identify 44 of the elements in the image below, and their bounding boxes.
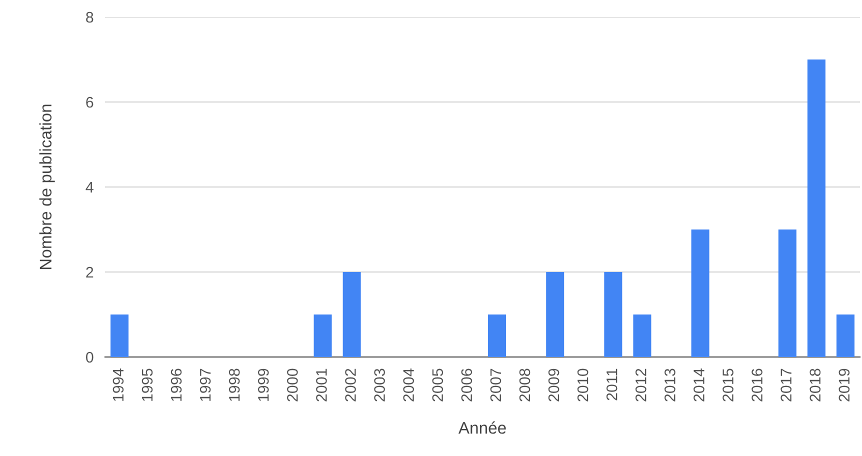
bar xyxy=(691,230,710,357)
bar xyxy=(604,272,622,357)
bar xyxy=(836,314,854,357)
x-tick-label: 2014 xyxy=(694,368,704,402)
x-tick-label: 2013 xyxy=(664,368,676,402)
bar xyxy=(110,314,129,357)
bar xyxy=(342,272,361,357)
bar xyxy=(807,60,826,357)
x-tick-label: 1994 xyxy=(112,368,124,401)
x-tick-label: 2002 xyxy=(345,368,356,402)
x-tick-label: 2015 xyxy=(722,368,734,402)
x-tick-label: 1999 xyxy=(258,368,269,401)
x-tick-label: 2017 xyxy=(780,368,792,402)
x-tick-label: 2004 xyxy=(403,368,414,402)
bar xyxy=(633,314,652,357)
x-tick-label: 1996 xyxy=(170,368,182,401)
x-tick-label: 2018 xyxy=(810,368,821,402)
x-tick-label: 2001 xyxy=(316,368,327,402)
y-tick-label: 0 xyxy=(86,352,94,363)
x-axis-title: Année xyxy=(458,421,506,434)
x-tick-label: 2019 xyxy=(838,368,850,402)
x-tick-label: 2011 xyxy=(606,368,618,400)
x-tick-label: 2016 xyxy=(752,368,762,402)
y-axis-title: Nombre de publication xyxy=(39,104,55,270)
y-tick-label: 4 xyxy=(86,182,94,193)
x-tick-label: 2008 xyxy=(519,368,530,402)
x-tick-label: 2010 xyxy=(577,368,588,402)
x-tick-label: 2012 xyxy=(635,368,646,402)
x-tick-label: 2006 xyxy=(461,368,472,402)
x-tick-label: 2000 xyxy=(287,368,298,402)
bar xyxy=(314,314,332,357)
x-tick-label: 2005 xyxy=(432,368,444,402)
x-tick-label: 2007 xyxy=(490,368,502,402)
x-tick-label: 1998 xyxy=(228,368,240,401)
bar xyxy=(778,230,796,357)
x-tick-label: 1997 xyxy=(200,368,211,401)
x-tick-label: 1995 xyxy=(142,368,153,401)
bar xyxy=(488,314,506,357)
x-tick-label: 2009 xyxy=(548,368,560,402)
x-tick-label: 2003 xyxy=(374,368,385,402)
y-tick-label: 6 xyxy=(86,96,94,108)
y-tick-label: 8 xyxy=(86,12,94,23)
y-tick-label: 2 xyxy=(86,266,94,278)
bar xyxy=(546,272,564,357)
